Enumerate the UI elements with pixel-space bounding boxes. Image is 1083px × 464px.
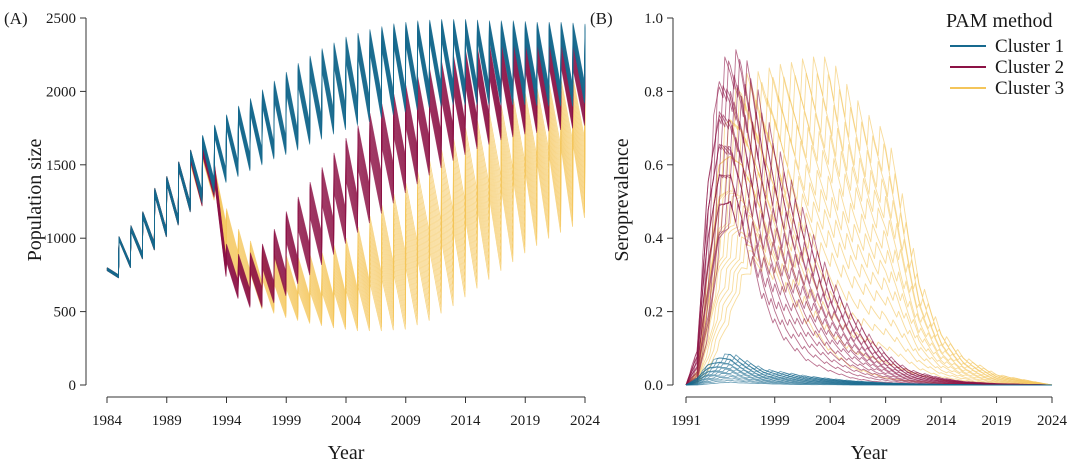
panel-b-x-axis-title: Year: [851, 442, 888, 464]
panel-a-x-tick-label: 1989: [152, 413, 182, 429]
panel-b-x-axis: 1991 1999 2004 2009 2014 2019 2024: [671, 396, 1068, 429]
panel-b-x-tick-label: 2009: [871, 413, 901, 429]
panel-a-label: (A): [4, 9, 28, 28]
panel-b-y-tick-label: 0.0: [644, 378, 663, 394]
panel-b-cluster-3-trajectory-16: [685, 56, 1053, 386]
legend-title: PAM method: [946, 10, 1053, 32]
panel-b-x-tick-label: 1991: [671, 413, 701, 429]
panel-a-y-axis: 0 500 1000 1500 2000 2500: [46, 11, 87, 394]
panel-a-x-axis: 1984 1989 1994 1999 2004 2009 2014 2019 2024: [92, 396, 601, 429]
panel-b-cluster-3-trajectory-11: [685, 132, 1053, 386]
panel-a-y-tick-label: 0: [69, 378, 77, 394]
panel-a-x-tick-label: 2004: [331, 413, 362, 429]
panel-a-y-tick-label: 1500: [46, 158, 76, 174]
panel-a-x-tick-label: 1994: [212, 413, 243, 429]
panel-a-x-tick-label: 1984: [92, 413, 123, 429]
panel-b-cluster-3-trajectory-13: [685, 108, 1053, 386]
panel-b-cluster-3-trajectory-6: [685, 194, 1053, 386]
panel-b-x-tick-label: 2019: [982, 413, 1012, 429]
panel-b-cluster-3-trajectory-15: [685, 72, 1053, 386]
panel-a: (A) Population size Year 0 500 1000 1500 200…: [4, 9, 601, 464]
panel-a-x-tick-label: 2019: [510, 413, 540, 429]
panel-b-y-tick-label: 0.2: [644, 305, 663, 321]
panel-a-y-axis-title: Population size: [24, 138, 46, 261]
legend-entry-cluster-3: Cluster 3: [950, 78, 1064, 99]
panel-b-y-tick-label: 0.4: [644, 231, 663, 247]
panel-b-cluster-1-trajectory-16: [685, 353, 1052, 386]
panel-a-x-tick-label: 2024: [570, 413, 601, 429]
panel-a-y-tick-label: 1000: [46, 231, 76, 247]
panel-a-y-tick-label: 2000: [46, 84, 76, 100]
panel-b-cluster-3-trajectory-8: [685, 171, 1053, 386]
panel-b-y-tick-label: 1.0: [644, 11, 663, 27]
panel-a-x-tick-label: 2009: [391, 413, 421, 429]
panel-a-y-tick-label: 2500: [46, 11, 76, 27]
panel-b-x-tick-label: 2014: [926, 413, 957, 429]
legend-entry-cluster-1: Cluster 1: [950, 36, 1064, 57]
legend-entry-cluster-2: Cluster 2: [950, 57, 1064, 78]
panel-a-x-tick-label: 2014: [451, 413, 482, 429]
panel-b: (B) Seroprevalence Year 0.0 0.2 0.4 0.6 0.8 1…: [590, 9, 1068, 464]
panel-b-y-tick-label: 0.6: [644, 158, 663, 174]
panel-b-lines: [685, 49, 1053, 386]
panel-b-y-axis: 0.0 0.2 0.4 0.6 0.8 1.0: [644, 11, 674, 394]
panel-a-x-tick-label: 1999: [271, 413, 301, 429]
panel-b-cluster-3-trajectory-10: [685, 149, 1053, 386]
panel-b-cluster-3-trajectory-7: [685, 182, 1053, 386]
panel-b-x-tick-label: 2024: [1037, 413, 1068, 429]
panel-a-cluster-1-trajectory-16: [106, 19, 586, 276]
panel-b-cluster-2-trajectory-16: [685, 49, 1052, 386]
panel-a-lines: [106, 19, 586, 332]
legend-label-cluster-2: Cluster 2: [995, 57, 1064, 78]
panel-a-y-tick-label: 500: [54, 305, 77, 321]
legend-label-cluster-3: Cluster 3: [995, 78, 1064, 99]
panel-b-x-tick-label: 2004: [815, 413, 846, 429]
panel-b-y-tick-label: 0.8: [644, 84, 663, 100]
panel-b-label: (B): [590, 9, 613, 28]
panel-b-y-axis-title: Seroprevalence: [611, 138, 633, 261]
panel-b-cluster-3-trajectory-5: [685, 209, 1053, 386]
panel-b-cluster-3-trajectory-4: [685, 221, 1053, 386]
legend: PAM method Cluster 1 Cluster 2 Cluster 3: [946, 10, 1064, 99]
legend-label-cluster-1: Cluster 1: [995, 36, 1064, 57]
panel-a-x-axis-title: Year: [328, 442, 365, 464]
panel-b-x-tick-label: 1999: [760, 413, 790, 429]
